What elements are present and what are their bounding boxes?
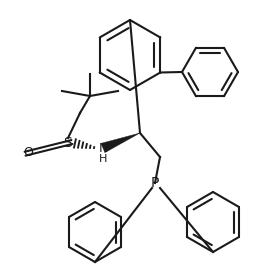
Text: H: H: [99, 154, 107, 164]
Text: O: O: [23, 146, 33, 160]
Polygon shape: [101, 133, 140, 153]
Text: N: N: [98, 143, 108, 155]
Text: S: S: [64, 136, 72, 150]
Text: P: P: [151, 176, 159, 190]
